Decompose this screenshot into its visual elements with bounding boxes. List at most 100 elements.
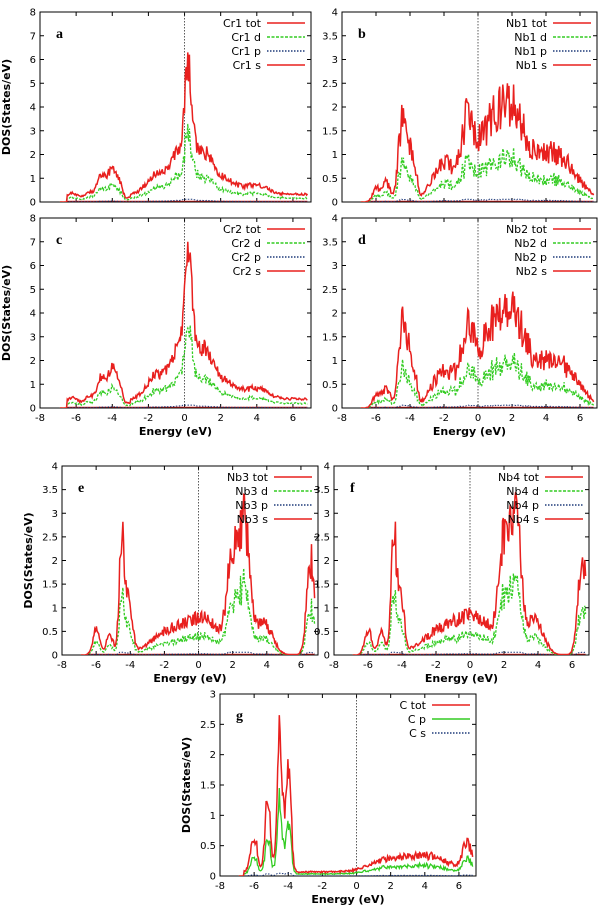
y-tick-label: 3.5 — [322, 31, 338, 42]
y-tick-label: 3 — [332, 55, 338, 66]
y-tick-label: 0 — [30, 198, 36, 209]
legend-label: Nb1 p — [514, 45, 547, 58]
x-tick-label: -2 — [317, 881, 327, 892]
legend-label: Cr2 tot — [223, 223, 262, 236]
y-tick-label: 8 — [30, 8, 36, 19]
y-tick-label: 2.5 — [322, 79, 338, 90]
series-d-line — [360, 147, 594, 202]
y-tick-label: 4 — [30, 103, 36, 114]
x-tick-label: 4 — [254, 413, 260, 424]
series-d-line — [352, 573, 587, 655]
panel-letter: f — [350, 481, 355, 496]
x-tick-label: 4 — [535, 660, 541, 671]
x-tick-label: 2 — [509, 413, 515, 424]
series-tot-line — [360, 291, 595, 408]
x-tick-label: 0 — [475, 413, 481, 424]
x-tick-label: -8 — [35, 413, 45, 424]
y-tick-label: 3 — [30, 126, 36, 137]
series-d-line — [360, 352, 595, 408]
x-tick-label: 6 — [577, 413, 583, 424]
x-tick-label: 0 — [353, 881, 359, 892]
y-tick-label: 8 — [30, 214, 36, 225]
series-tot-line — [59, 52, 309, 202]
y-tick-label: 7 — [30, 237, 36, 248]
legend-label: C p — [408, 713, 426, 726]
y-tick-label: 3 — [324, 509, 330, 520]
legend-label: Cr2 p — [231, 251, 261, 264]
legend-label: Nb1 s — [516, 59, 548, 72]
x-tick-label: -2 — [159, 660, 169, 671]
panel-letter: e — [78, 481, 84, 496]
y-tick-label: 4 — [324, 462, 330, 473]
y-tick-label: 2 — [324, 556, 330, 567]
legend-label: Nb3 d — [235, 485, 268, 498]
y-tick-label: 1.5 — [322, 126, 338, 137]
series-tot-line — [59, 241, 308, 408]
y-tick-label: 2 — [30, 356, 36, 367]
y-tick-label: 0 — [332, 404, 338, 415]
x-tick-label: -4 — [107, 413, 117, 424]
x-axis-label: Energy (eV) — [433, 425, 506, 438]
y-tick-label: 3 — [30, 332, 36, 343]
y-tick-label: 7 — [30, 31, 36, 42]
legend-label: Nb2 s — [516, 265, 548, 278]
series-d-line — [59, 123, 308, 202]
x-tick-label: -4 — [125, 660, 135, 671]
y-tick-label: 2.5 — [42, 532, 58, 543]
legend-label: Nb3 s — [237, 513, 269, 526]
legend-label: C tot — [399, 699, 426, 712]
legend-label: Cr2 s — [233, 265, 262, 278]
y-tick-label: 4 — [30, 309, 36, 320]
legend-label: Nb4 p — [506, 499, 539, 512]
x-tick-label: 2 — [229, 660, 235, 671]
plot-series-group — [360, 291, 595, 408]
y-tick-label: 2 — [30, 150, 36, 161]
legend-label: Nb2 d — [514, 237, 547, 250]
legend-label: Nb4 d — [506, 485, 539, 498]
series-p-line — [352, 651, 586, 655]
y-tick-label: 4 — [332, 214, 338, 225]
series-p-line — [238, 787, 474, 876]
y-tick-label: 2 — [210, 750, 216, 761]
y-tick-label: 3 — [210, 690, 216, 701]
y-tick-label: 0 — [210, 872, 216, 883]
legend-label: Nb2 tot — [506, 223, 548, 236]
legend-label: Nb1 d — [514, 31, 547, 44]
plot-series-group — [59, 52, 309, 202]
plot-series-group — [59, 241, 308, 408]
panel-letter: a — [56, 27, 63, 42]
y-tick-label: 2 — [52, 556, 58, 567]
x-tick-label: -4 — [283, 881, 293, 892]
x-tick-label: -8 — [329, 660, 339, 671]
legend-label: Cr1 s — [233, 59, 262, 72]
y-tick-label: 2.5 — [314, 532, 330, 543]
x-tick-label: 0 — [467, 660, 473, 671]
y-tick-label: 0.5 — [322, 380, 338, 391]
x-axis-label: Energy (eV) — [139, 425, 212, 438]
y-tick-label: 1.5 — [200, 781, 216, 792]
legend-label: C s — [409, 727, 426, 740]
x-tick-label: -2 — [431, 660, 441, 671]
x-tick-label: -6 — [249, 881, 259, 892]
series-tot-line — [352, 491, 587, 655]
x-tick-label: -8 — [215, 881, 225, 892]
x-tick-label: -8 — [57, 660, 67, 671]
x-tick-label: -6 — [371, 413, 381, 424]
y-tick-label: 0.5 — [314, 627, 330, 638]
y-axis-label: DOS(States/eV) — [0, 265, 13, 361]
x-tick-label: 6 — [290, 413, 296, 424]
x-tick-label: 4 — [543, 413, 549, 424]
plot-frame — [333, 465, 590, 656]
y-tick-label: 3.5 — [322, 237, 338, 248]
y-tick-label: 3.5 — [314, 485, 330, 496]
x-tick-label: -6 — [91, 660, 101, 671]
legend-label: Nb3 p — [235, 499, 268, 512]
panel-letter: d — [358, 233, 366, 248]
y-tick-label: 0.5 — [322, 174, 338, 185]
y-tick-label: 5 — [30, 79, 36, 90]
legend-label: Cr1 d — [231, 31, 261, 44]
y-tick-label: 0 — [52, 651, 58, 662]
y-tick-label: 1 — [210, 811, 216, 822]
